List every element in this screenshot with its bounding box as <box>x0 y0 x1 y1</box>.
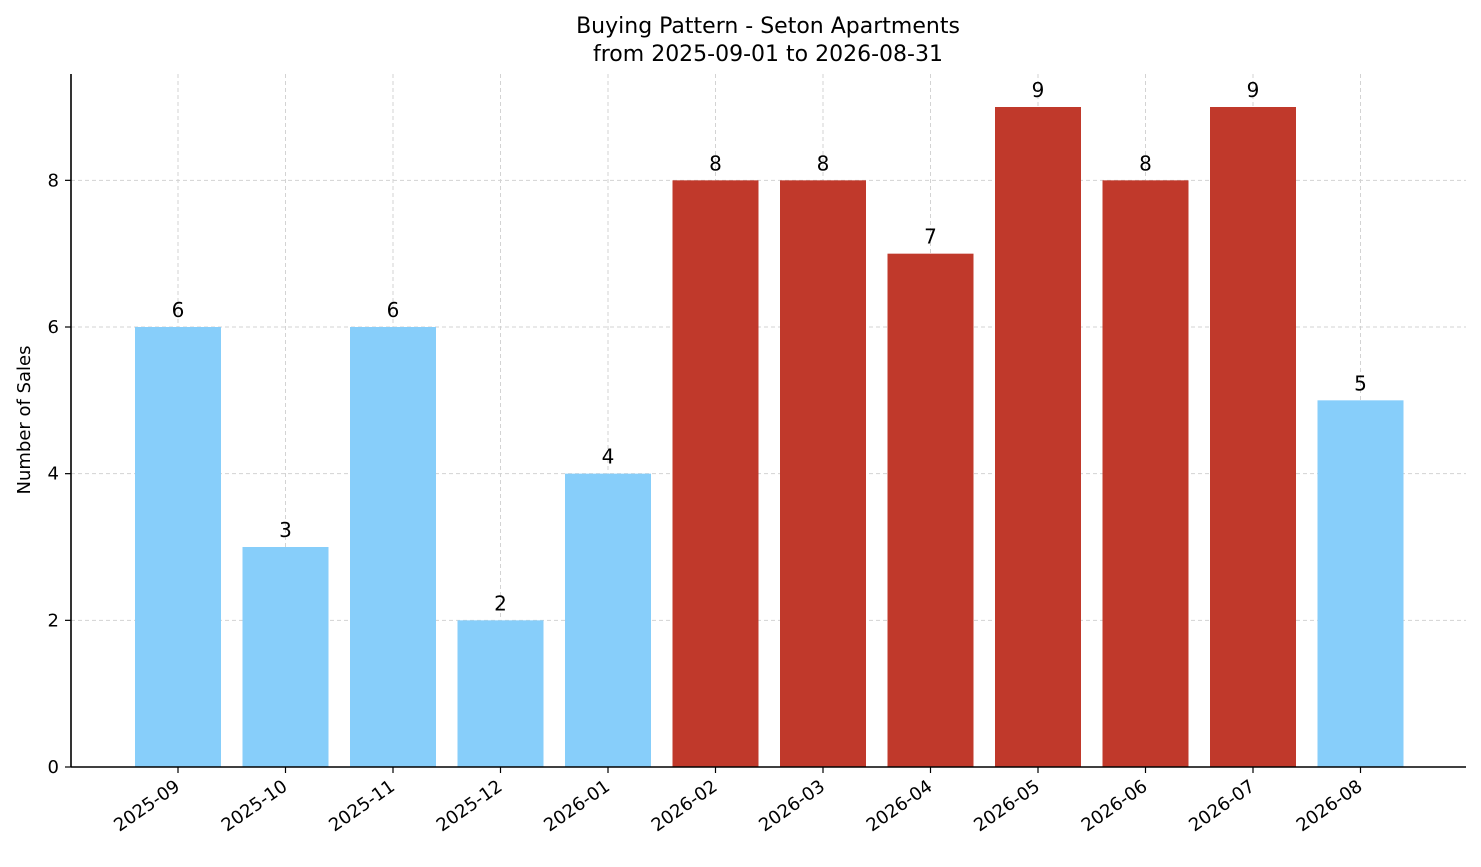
x-tick-label: 2026-08 <box>1293 776 1367 836</box>
y-tick-label: 6 <box>48 317 59 338</box>
bars-layer <box>135 107 1404 768</box>
x-tick-label: 2026-04 <box>863 776 937 836</box>
chart-title: Buying Pattern - Seton Apartments <box>576 14 960 39</box>
chart-subtitle: from 2025-09-01 to 2026-08-31 <box>593 42 943 67</box>
bar <box>672 180 759 768</box>
x-tick-label: 2026-03 <box>755 776 829 836</box>
data-label: 4 <box>602 445 615 469</box>
bar <box>135 327 221 767</box>
data-label: 6 <box>387 298 400 322</box>
data-label: 8 <box>817 151 830 175</box>
x-ticks-layer: 2025-09 2025-10 2025-11 2025-12 2026-01 2026-… <box>110 767 1366 836</box>
x-tick-label: 2026-06 <box>1078 776 1152 836</box>
data-label: 8 <box>1139 151 1152 175</box>
bar <box>457 620 544 767</box>
x-tick-label: 2025-10 <box>218 776 292 836</box>
y-tick-label: 2 <box>48 610 59 631</box>
data-label: 9 <box>1247 78 1260 102</box>
y-tick-label: 4 <box>48 464 59 485</box>
data-label: 2 <box>494 591 507 615</box>
y-tick-label: 0 <box>48 757 59 778</box>
bar <box>350 327 436 767</box>
x-tick-label: 2026-05 <box>970 776 1044 836</box>
bar <box>242 547 329 767</box>
y-axis-label: Number of Sales <box>14 345 35 494</box>
bar <box>780 180 866 768</box>
bar <box>565 473 651 767</box>
x-tick-label: 2026-01 <box>540 776 614 836</box>
bar <box>1317 400 1404 767</box>
x-tick-label: 2025-12 <box>433 776 507 836</box>
x-tick-label: 2025-11 <box>325 776 399 836</box>
bar <box>1210 107 1296 767</box>
data-label: 3 <box>279 518 292 542</box>
data-label: 6 <box>172 298 185 322</box>
data-label: 5 <box>1354 371 1367 395</box>
y-ticks-layer: 0 2 4 6 8 <box>48 170 71 778</box>
x-tick-label: 2025-09 <box>110 776 184 836</box>
y-tick-label: 8 <box>48 170 59 191</box>
bar <box>995 107 1081 767</box>
data-labels-layer: 6 3 6 2 4 8 8 7 9 8 9 5 <box>172 78 1367 615</box>
bar <box>887 253 974 767</box>
data-label: 8 <box>709 151 722 175</box>
x-tick-label: 2026-02 <box>648 776 722 836</box>
x-tick-label: 2026-07 <box>1185 776 1259 836</box>
bar <box>1102 180 1189 768</box>
data-label: 9 <box>1032 78 1045 102</box>
axes-layer <box>70 74 1466 768</box>
data-label: 7 <box>924 225 937 249</box>
